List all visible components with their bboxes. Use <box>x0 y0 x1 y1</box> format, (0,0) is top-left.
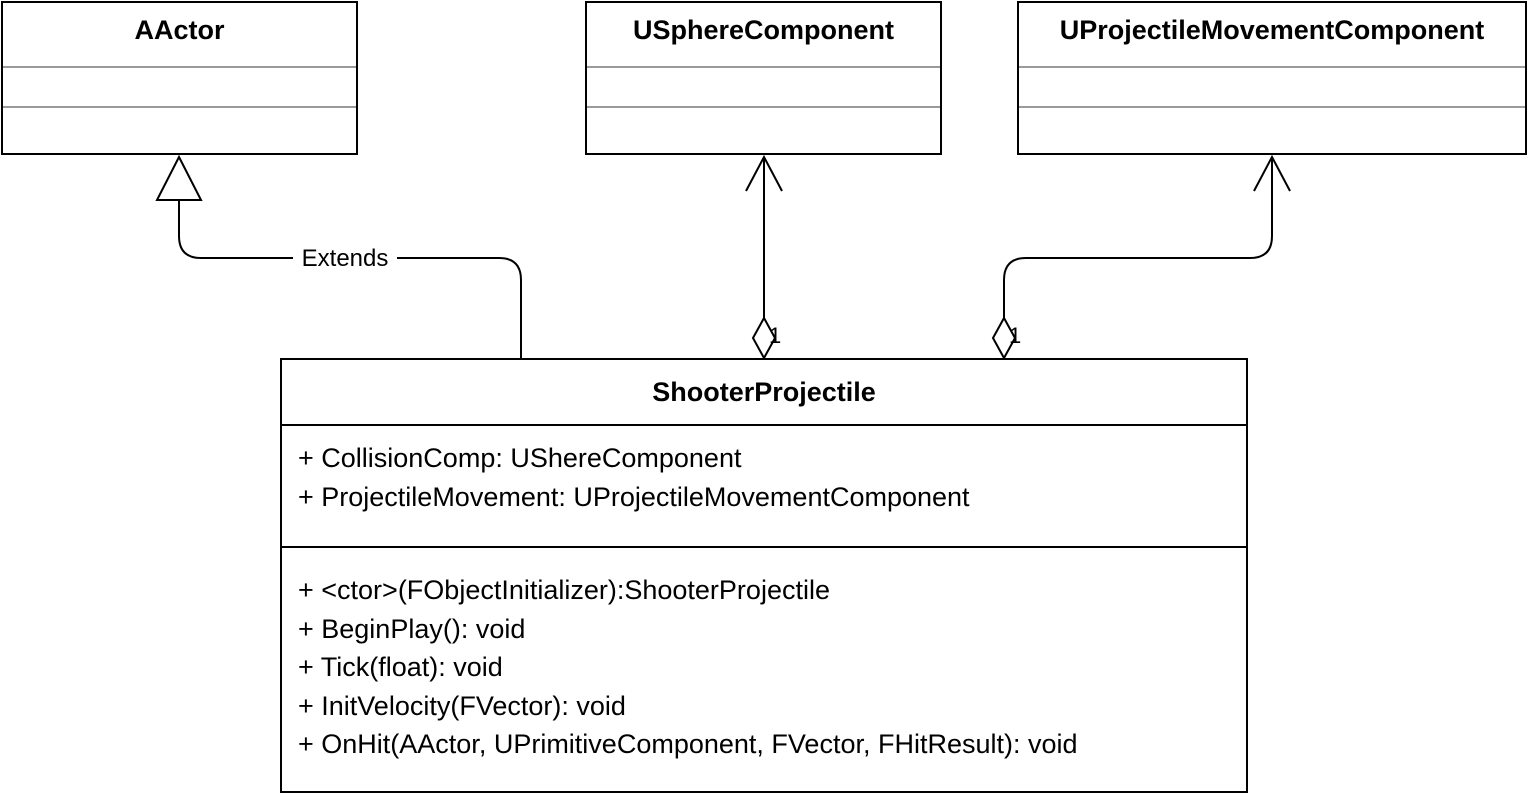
collision-multiplicity: 1 <box>769 323 781 348</box>
attribute-item: + ProjectileMovement: UProjectileMovemen… <box>298 481 970 512</box>
operation-item: + Tick(float): void <box>298 652 503 682</box>
class-uprojectile-movement-component: UProjectileMovementComponent <box>1017 1 1527 155</box>
divider <box>3 66 356 68</box>
collision-aggregation: 1 <box>745 154 783 361</box>
attribute-item: + CollisionComp: UShereComponent <box>298 443 742 473</box>
class-name-shooter-projectile: ShooterProjectile <box>652 377 876 407</box>
movement-aggregation: 1 <box>991 154 1291 361</box>
divider <box>1019 66 1525 68</box>
collision-open-arrow-icon <box>745 154 783 192</box>
extends-line <box>178 200 522 358</box>
divider <box>3 106 356 108</box>
divider <box>1019 106 1525 108</box>
divider <box>587 106 940 108</box>
operation-item: + InitVelocity(FVector): void <box>298 690 626 721</box>
operation-item: + BeginPlay(): void <box>298 613 526 644</box>
divider <box>282 424 1246 426</box>
class-name-aactor: AActor <box>134 15 225 45</box>
extends-relation: Extends <box>155 154 522 358</box>
class-shooter-projectile: ShooterProjectile + CollisionComp: USher… <box>280 358 1248 793</box>
movement-multiplicity: 1 <box>1009 323 1021 348</box>
operation-item: + OnHit(AActor, UPrimitiveComponent, FVe… <box>298 729 1078 759</box>
movement-open-arrow-icon <box>1253 154 1291 192</box>
class-usphere-component: USphereComponent <box>585 1 942 155</box>
attributes-compartment: + CollisionComp: UShereComponent + Proje… <box>298 439 1238 516</box>
divider <box>587 66 940 68</box>
operation-item: + <ctor>(FObjectInitializer):ShooterProj… <box>298 575 830 605</box>
extends-label-background <box>293 243 397 273</box>
class-name-uprojectile-movement-component: UProjectileMovementComponent <box>1059 15 1485 45</box>
generalization-triangle-icon <box>155 154 203 201</box>
divider <box>282 546 1246 548</box>
class-name-usphere-component: USphereComponent <box>632 15 894 45</box>
movement-line <box>1003 157 1273 318</box>
operations-compartment: + <ctor>(FObjectInitializer):ShooterProj… <box>298 571 1238 764</box>
class-aactor: AActor <box>1 1 358 155</box>
extends-label: Extends <box>302 245 389 272</box>
